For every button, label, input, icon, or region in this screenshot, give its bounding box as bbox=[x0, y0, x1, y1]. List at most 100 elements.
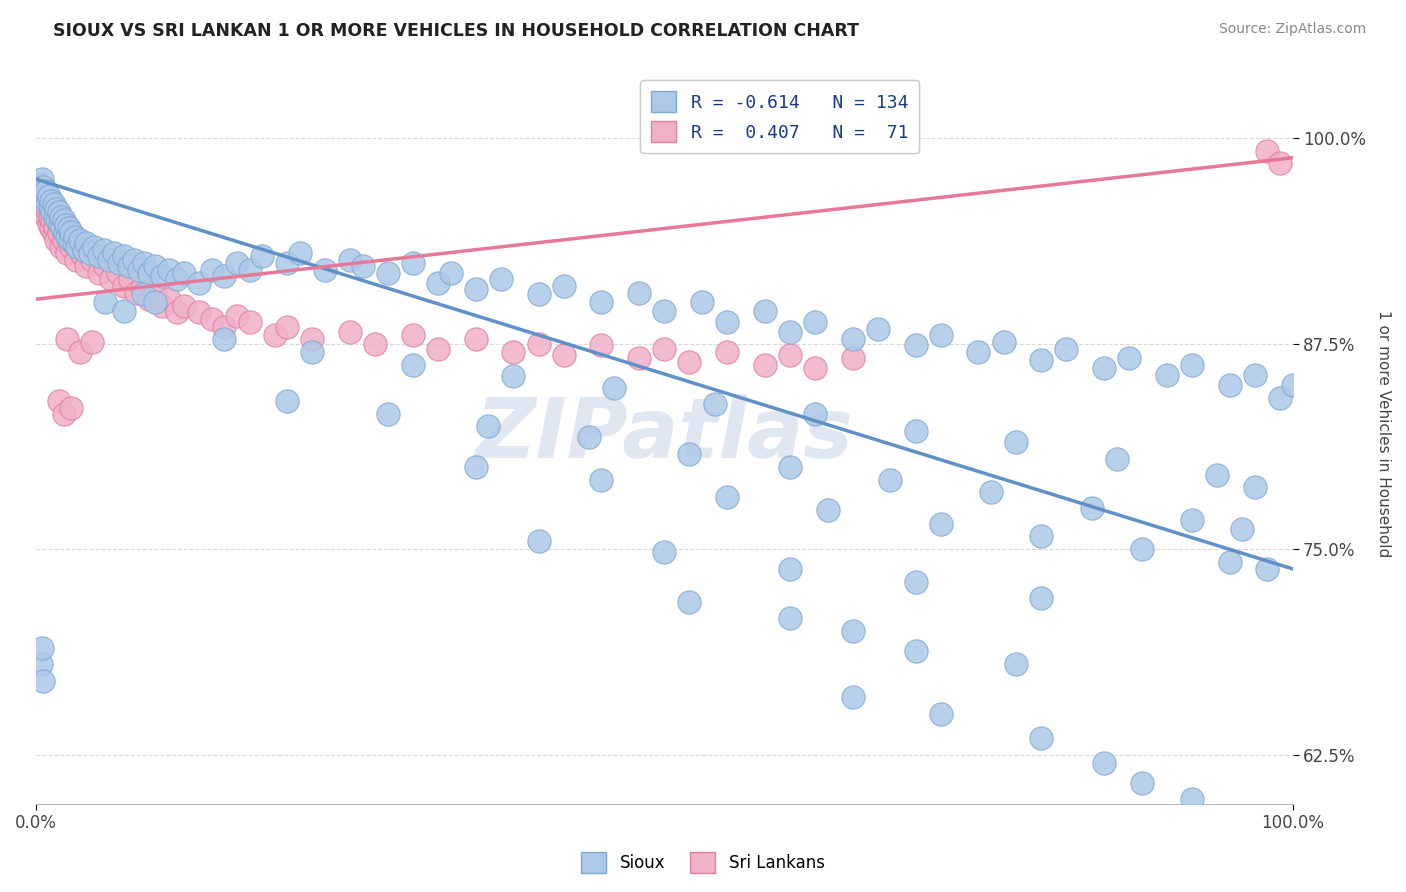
Point bbox=[226, 256, 249, 270]
Point bbox=[75, 236, 97, 251]
Point bbox=[339, 252, 361, 267]
Point bbox=[1219, 377, 1241, 392]
Point bbox=[377, 407, 399, 421]
Point bbox=[66, 239, 89, 253]
Point bbox=[1268, 155, 1291, 169]
Point bbox=[37, 188, 59, 202]
Point bbox=[678, 447, 700, 461]
Point bbox=[754, 358, 776, 372]
Point bbox=[904, 644, 927, 658]
Point bbox=[173, 266, 195, 280]
Point bbox=[628, 285, 651, 300]
Point bbox=[59, 233, 82, 247]
Point bbox=[97, 252, 120, 267]
Point bbox=[1181, 358, 1204, 372]
Point bbox=[100, 272, 122, 286]
Point bbox=[427, 276, 450, 290]
Point bbox=[35, 184, 58, 198]
Point bbox=[1118, 351, 1140, 366]
Point bbox=[52, 407, 75, 421]
Point bbox=[69, 344, 91, 359]
Point bbox=[842, 624, 865, 639]
Point bbox=[603, 381, 626, 395]
Point bbox=[1256, 145, 1278, 159]
Point bbox=[73, 243, 96, 257]
Point bbox=[150, 269, 173, 284]
Point bbox=[56, 229, 79, 244]
Point bbox=[128, 262, 150, 277]
Point bbox=[402, 358, 425, 372]
Point bbox=[678, 354, 700, 368]
Point bbox=[82, 252, 104, 267]
Point bbox=[804, 315, 827, 329]
Point bbox=[44, 210, 66, 224]
Point bbox=[56, 246, 79, 260]
Point bbox=[703, 397, 725, 411]
Point bbox=[143, 260, 166, 274]
Point bbox=[188, 305, 211, 319]
Point bbox=[591, 295, 613, 310]
Point bbox=[28, 177, 51, 191]
Point bbox=[1256, 562, 1278, 576]
Point bbox=[37, 197, 59, 211]
Point bbox=[60, 239, 83, 253]
Point bbox=[1080, 501, 1102, 516]
Point bbox=[108, 256, 131, 270]
Point bbox=[35, 210, 58, 224]
Point bbox=[364, 336, 387, 351]
Point bbox=[804, 361, 827, 376]
Point bbox=[427, 342, 450, 356]
Point bbox=[39, 221, 62, 235]
Point bbox=[678, 595, 700, 609]
Point bbox=[112, 303, 135, 318]
Point bbox=[440, 266, 463, 280]
Point bbox=[377, 266, 399, 280]
Point bbox=[188, 276, 211, 290]
Point bbox=[239, 262, 262, 277]
Point bbox=[779, 348, 801, 362]
Y-axis label: 1 or more Vehicles in Household: 1 or more Vehicles in Household bbox=[1376, 310, 1391, 558]
Point bbox=[120, 272, 142, 286]
Point bbox=[1268, 391, 1291, 405]
Point bbox=[52, 233, 75, 247]
Point bbox=[1105, 451, 1128, 466]
Point bbox=[591, 473, 613, 487]
Point bbox=[132, 279, 155, 293]
Point bbox=[51, 221, 73, 235]
Point bbox=[83, 239, 105, 253]
Point bbox=[214, 320, 236, 334]
Point bbox=[48, 394, 70, 409]
Point bbox=[489, 272, 512, 286]
Point bbox=[464, 282, 486, 296]
Point bbox=[201, 262, 224, 277]
Point bbox=[652, 303, 675, 318]
Point bbox=[239, 315, 262, 329]
Point bbox=[37, 203, 59, 218]
Point bbox=[166, 272, 188, 286]
Point bbox=[1031, 353, 1053, 368]
Point bbox=[1181, 512, 1204, 526]
Point bbox=[402, 256, 425, 270]
Point bbox=[122, 252, 145, 267]
Point bbox=[52, 213, 75, 227]
Point bbox=[352, 260, 374, 274]
Point bbox=[30, 657, 52, 672]
Point bbox=[107, 266, 129, 280]
Point bbox=[477, 418, 499, 433]
Point bbox=[56, 332, 79, 346]
Point bbox=[628, 351, 651, 366]
Point bbox=[49, 210, 72, 224]
Point bbox=[55, 218, 77, 232]
Point bbox=[34, 197, 56, 211]
Point bbox=[527, 287, 550, 301]
Point bbox=[45, 233, 67, 247]
Point bbox=[143, 295, 166, 310]
Point bbox=[263, 328, 285, 343]
Point bbox=[150, 299, 173, 313]
Point bbox=[1130, 775, 1153, 789]
Point bbox=[69, 233, 91, 247]
Point bbox=[41, 205, 63, 219]
Point bbox=[75, 260, 97, 274]
Point bbox=[42, 197, 65, 211]
Point bbox=[30, 200, 52, 214]
